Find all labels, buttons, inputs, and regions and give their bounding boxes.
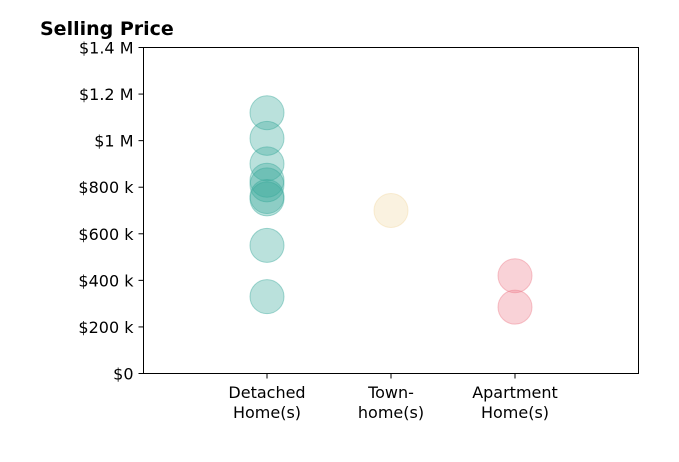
data-point bbox=[249, 181, 285, 217]
x-tick-label: Apartment bbox=[472, 383, 558, 402]
data-point bbox=[249, 95, 285, 131]
data-points bbox=[249, 95, 533, 325]
x-tick-label: Detached bbox=[228, 383, 305, 402]
data-point bbox=[249, 162, 285, 198]
y-tick-label: $400 k bbox=[78, 271, 134, 290]
data-point bbox=[497, 289, 533, 325]
data-point bbox=[373, 193, 409, 228]
x-tick-label: Home(s) bbox=[233, 403, 301, 422]
y-tick-label: $1.4 M bbox=[79, 39, 134, 58]
y-tick-label: $600 k bbox=[78, 225, 134, 244]
y-tick-label: $0 bbox=[113, 365, 133, 384]
x-tick-label: home(s) bbox=[358, 403, 424, 422]
x-axis: DetachedHome(s)Town-home(s)ApartmentHome… bbox=[228, 373, 558, 422]
y-tick-label: $200 k bbox=[78, 318, 134, 337]
data-point bbox=[249, 279, 285, 315]
y-tick-label: $1.2 M bbox=[79, 85, 134, 104]
data-point bbox=[497, 258, 533, 294]
data-point bbox=[249, 120, 285, 156]
data-point bbox=[249, 167, 285, 203]
data-point bbox=[249, 179, 285, 215]
chart-title: Selling Price bbox=[40, 18, 174, 40]
x-tick-label: Town- bbox=[367, 383, 414, 402]
y-tick-label: $800 k bbox=[78, 178, 134, 197]
data-point bbox=[249, 227, 285, 263]
x-tick-label: Home(s) bbox=[481, 403, 549, 422]
data-point bbox=[249, 146, 285, 182]
y-tick-label: $1 M bbox=[94, 132, 133, 151]
y-axis: $0 $200 k $400 k $600 k $800 k $1 M $1.2 M $1.4… bbox=[78, 39, 144, 384]
